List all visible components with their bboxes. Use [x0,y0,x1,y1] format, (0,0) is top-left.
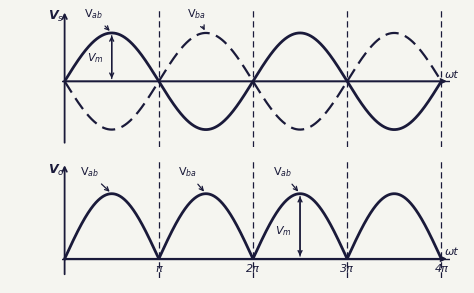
Text: ωt: ωt [445,70,459,80]
Text: V$_{ab}$: V$_{ab}$ [80,166,109,191]
Text: V$_{ab}$: V$_{ab}$ [273,166,297,190]
Text: V$_o$: V$_o$ [48,163,65,178]
Text: 3π: 3π [340,264,354,274]
Text: π: π [155,264,162,274]
Text: 2π: 2π [246,264,260,274]
Text: V$_{ba}$: V$_{ba}$ [178,166,203,190]
Text: ωt: ωt [445,247,459,257]
Text: V$_{ab}$: V$_{ab}$ [84,8,109,30]
Text: 4π: 4π [434,264,448,274]
Text: V$_m$: V$_m$ [275,224,292,239]
Text: V$_m$: V$_m$ [87,51,104,65]
Text: V$_{ba}$: V$_{ba}$ [187,8,206,29]
Text: V$_s$: V$_s$ [48,8,64,24]
